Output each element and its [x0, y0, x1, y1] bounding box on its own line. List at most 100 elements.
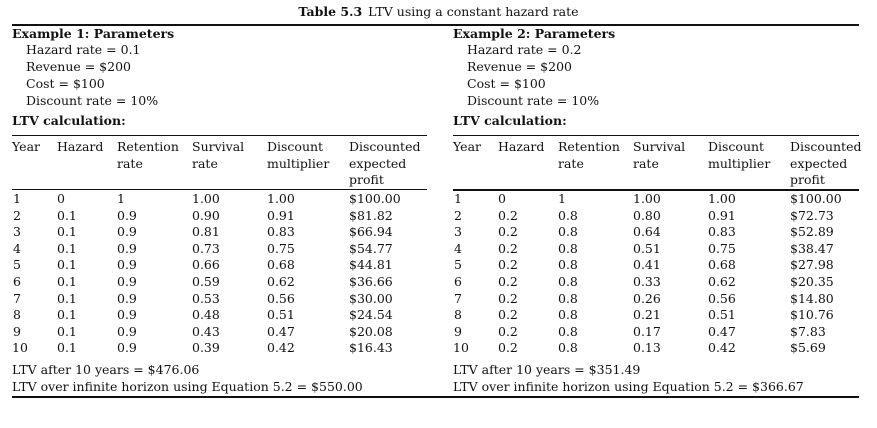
column-header-line: profit [349, 172, 384, 187]
cell-year: 4 [13, 240, 21, 256]
cell-year: 10 [12, 340, 28, 356]
cell-discount-multiplier: 0.75 [267, 240, 295, 256]
cell-hazard: 0.2 [498, 207, 518, 223]
cell-retention-rate: 0.8 [558, 307, 578, 323]
cell-discount-multiplier: 0.47 [708, 323, 736, 339]
cell-discount-multiplier: 0.56 [708, 290, 736, 306]
cell-discount-multiplier: 0.42 [708, 340, 736, 356]
cell-year: 5 [13, 257, 21, 273]
cell-hazard: 0 [498, 191, 506, 206]
cell-year: 9 [13, 323, 21, 339]
cell-discounted-expected-profit: $38.47 [790, 240, 834, 256]
column-header-line: expected [790, 155, 848, 171]
table-title: LTV using a constant hazard rate [368, 4, 579, 19]
cell-hazard: 0.2 [498, 340, 518, 356]
cell-retention-rate: 0.8 [558, 290, 578, 306]
cell-survival-rate: 1.00 [192, 191, 220, 206]
cell-year: 8 [13, 307, 21, 323]
cell-discounted-expected-profit: $16.43 [349, 340, 393, 356]
cell-discount-multiplier: 0.75 [708, 240, 736, 256]
cell-year: 3 [454, 224, 462, 240]
example-1-title: Example 1: Parameters [12, 26, 175, 41]
cell-retention-rate: 0.8 [558, 224, 578, 240]
cell-year: 6 [454, 274, 462, 289]
cell-discounted-expected-profit: $30.00 [349, 290, 393, 306]
example-2-calc-heading: LTV calculation: [453, 113, 567, 128]
cell-discount-multiplier: 0.51 [267, 307, 295, 323]
cell-survival-rate: 0.51 [633, 240, 661, 256]
cell-discounted-expected-profit: $20.08 [349, 323, 393, 339]
cell-discounted-expected-profit: $27.98 [790, 257, 834, 273]
column-header-line: Retention [558, 139, 620, 154]
example-2-ltv-infinite: LTV over infinite horizon using Equation… [453, 379, 804, 394]
cell-survival-rate: 0.80 [633, 207, 661, 223]
column-header-line: Discount [708, 139, 765, 154]
column-header-year: Year [453, 139, 481, 156]
cell-discounted-expected-profit: $66.94 [349, 224, 393, 240]
column-header-line: Year [12, 139, 40, 154]
cell-discount-multiplier: 0.56 [267, 290, 295, 306]
example-1-param-discount: Discount rate = 10% [26, 93, 159, 108]
cell-discounted-expected-profit: $54.77 [349, 240, 393, 256]
cell-hazard: 0.1 [57, 224, 77, 240]
bottom-rule [12, 396, 859, 398]
cell-survival-rate: 0.81 [192, 224, 220, 240]
cell-hazard: 0.1 [57, 257, 77, 273]
column-header-retention-rate: Retention rate [558, 139, 620, 172]
cell-retention-rate: 1 [117, 191, 125, 206]
example-2-title: Example 2: Parameters [453, 26, 616, 41]
column-header-line: multiplier [267, 155, 330, 171]
cell-discounted-expected-profit: $52.89 [790, 224, 834, 240]
column-header-line: Survival [633, 139, 686, 154]
example-2-param-revenue: Revenue = $200 [467, 59, 572, 74]
cell-year: 1 [454, 191, 462, 206]
example-1-param-hazard: Hazard rate = 0.1 [26, 42, 141, 57]
example-2-param-hazard: Hazard rate = 0.2 [467, 42, 582, 57]
cell-hazard: 0.1 [57, 340, 77, 356]
example-1-param-revenue: Revenue = $200 [26, 59, 131, 74]
cell-retention-rate: 0.8 [558, 207, 578, 223]
cell-hazard: 0 [57, 191, 65, 206]
cell-hazard: 0.2 [498, 274, 518, 289]
cell-survival-rate: 0.90 [192, 207, 220, 223]
cell-survival-rate: 0.53 [192, 290, 220, 306]
cell-hazard: 0.2 [498, 257, 518, 273]
column-header-line: multiplier [708, 155, 771, 171]
column-header-line: rate [117, 155, 143, 171]
column-header-line: Discounted [349, 139, 421, 154]
example-2-header-bottom-rule [453, 189, 859, 191]
cell-survival-rate: 0.48 [192, 307, 220, 323]
cell-year: 4 [454, 240, 462, 256]
cell-retention-rate: 0.8 [558, 323, 578, 339]
cell-year: 9 [454, 323, 462, 339]
example-2-ltv-10-years: LTV after 10 years = $351.49 [453, 362, 641, 377]
cell-retention-rate: 0.9 [117, 257, 137, 273]
column-header-discount-multiplier: Discount multiplier [708, 139, 770, 172]
cell-discount-multiplier: 0.42 [267, 340, 295, 356]
column-header-line: Discounted [790, 139, 862, 154]
column-header-line: expected [349, 155, 407, 171]
cell-hazard: 0.2 [498, 240, 518, 256]
cell-retention-rate: 0.8 [558, 257, 578, 273]
example-2-param-discount: Discount rate = 10% [467, 93, 600, 108]
table-caption: Table 5.3 LTV using a constant hazard rat… [0, 4, 877, 19]
cell-survival-rate: 0.39 [192, 340, 220, 356]
cell-retention-rate: 0.9 [117, 307, 137, 323]
cell-year: 2 [13, 207, 21, 223]
cell-year: 10 [453, 340, 469, 356]
example-1-header-bottom-rule [12, 189, 427, 190]
column-header-line: profit [790, 172, 825, 187]
cell-year: 1 [13, 191, 21, 206]
cell-discount-multiplier: 0.91 [267, 207, 295, 223]
cell-discount-multiplier: 0.62 [708, 274, 736, 289]
cell-retention-rate: 0.9 [117, 274, 137, 289]
cell-discount-multiplier: 0.47 [267, 323, 295, 339]
cell-hazard: 0.2 [498, 224, 518, 240]
cell-discounted-expected-profit: $10.76 [790, 307, 834, 323]
column-header-line: Retention [117, 139, 179, 154]
column-header-discount-multiplier: Discount multiplier [267, 139, 329, 172]
top-rule [12, 24, 859, 26]
cell-retention-rate: 0.9 [117, 340, 137, 356]
cell-discounted-expected-profit: $20.35 [790, 274, 834, 289]
column-header-line: Hazard [57, 139, 104, 154]
